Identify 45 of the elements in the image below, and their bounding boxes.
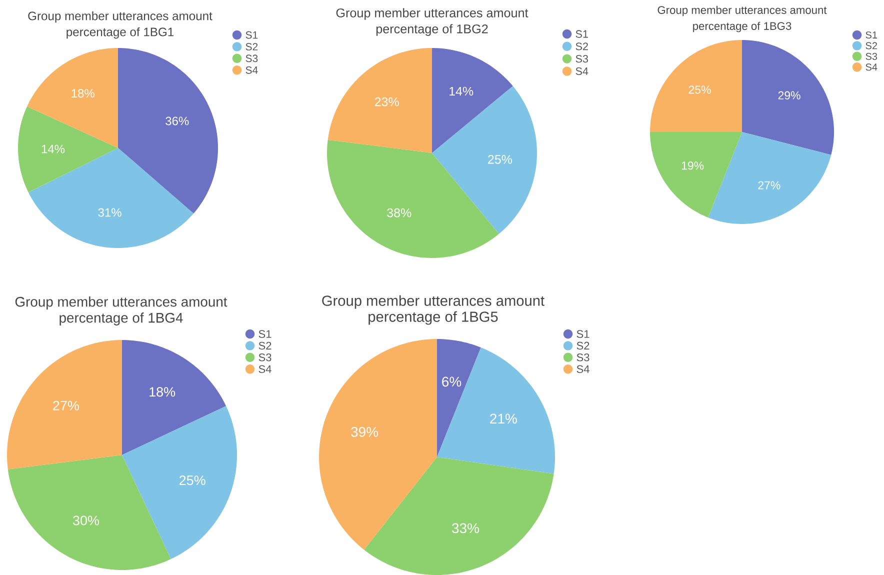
data-label: 18%	[72, 89, 94, 98]
legend-label: S2	[576, 42, 588, 50]
chart-title: Group member utterances amount percentage of 1BG5	[322, 295, 544, 325]
legend-label: S4	[576, 365, 590, 373]
legend-label: S4	[576, 67, 588, 76]
data-label: 25%	[488, 154, 512, 164]
data-label: 14%	[42, 144, 65, 154]
legend-label: S3	[246, 54, 258, 62]
data-label: 27%	[53, 400, 79, 410]
data-label: 23%	[374, 97, 399, 106]
legend-label: S1	[576, 330, 590, 338]
data-label: 30%	[73, 516, 100, 526]
chart-title: Group member utterances amount percentage of 1BG4	[15, 296, 228, 326]
legend-label: S3	[576, 354, 590, 362]
data-label: 38%	[387, 208, 412, 218]
data-label: 19%	[682, 162, 704, 170]
data-label: 21%	[490, 414, 517, 424]
legend-label: S4	[258, 365, 272, 373]
legend-label: S1	[866, 31, 878, 39]
legend-label: S1	[258, 330, 272, 338]
data-label: 33%	[452, 523, 480, 534]
data-label: 25%	[180, 476, 206, 486]
data-label: 6%	[442, 376, 462, 387]
legend-label: S2	[866, 42, 878, 50]
legend-label: S3	[258, 354, 272, 362]
chart-title: Group member utterances amount percentage of 1BG3	[658, 6, 827, 32]
data-label: 27%	[758, 181, 780, 190]
legend-label: S3	[576, 54, 588, 63]
legend-label: S3	[866, 52, 878, 60]
data-label: 25%	[688, 86, 711, 94]
data-label: 18%	[150, 387, 176, 397]
data-label: 31%	[98, 208, 122, 217]
data-label: 29%	[778, 91, 800, 100]
legend-label: S2	[258, 342, 272, 350]
legend-label: S1	[246, 31, 258, 39]
data-label: 39%	[351, 426, 378, 437]
chart-title: Group member utterances amount percentage of 1BG2	[336, 8, 528, 36]
data-label: 36%	[166, 116, 189, 126]
legend-label: S2	[246, 42, 258, 50]
legend-label: S2	[576, 342, 590, 350]
legend-label: S4	[246, 66, 258, 74]
legend-label: S1	[576, 30, 588, 38]
data-label: 14%	[450, 86, 474, 96]
legend-label: S4	[866, 64, 878, 71]
chart-title: Group member utterances amount percentage of 1BG1	[28, 11, 212, 39]
